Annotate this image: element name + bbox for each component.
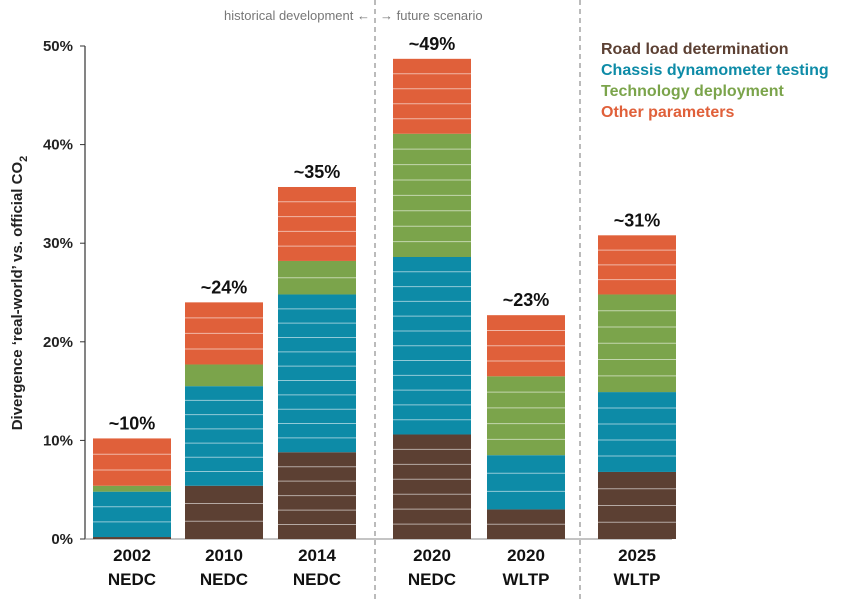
axes-layer: 0% 10% 20% 30% 40% 50% Divergence ‘real-world’…	[9, 0, 672, 600]
bar-segment	[93, 491, 171, 538]
bar-segment	[487, 376, 565, 456]
y-tick-label: 10%	[43, 432, 73, 449]
total-label: ~35%	[294, 162, 341, 182]
total-label: ~23%	[503, 290, 550, 310]
bar-segment	[393, 58, 471, 134]
y-tick-label: 40%	[43, 137, 73, 154]
legend-item: Technology deployment	[601, 83, 785, 100]
legend-item: Chassis dynamometer testing	[601, 62, 829, 79]
total-label: ~24%	[201, 277, 248, 297]
bar-segment	[598, 392, 676, 472]
bar-segment	[185, 364, 263, 387]
total-label: ~10%	[109, 413, 156, 433]
category-cycle-label: NEDC	[408, 570, 456, 589]
bar-segment	[487, 455, 565, 510]
category-year-label: 2025	[618, 546, 656, 565]
category-year-label: 2020	[413, 546, 451, 565]
y-tick-label: 0%	[51, 531, 73, 548]
category-cycle-label: NEDC	[108, 570, 156, 589]
bar-segment	[278, 186, 356, 261]
y-tick-label: 30%	[43, 235, 73, 252]
category-cycle-label: WLTP	[503, 570, 550, 589]
bar-segment	[393, 434, 471, 539]
legend-item: Road load determination	[601, 41, 789, 58]
bar-segment	[93, 438, 171, 486]
legend: Road load determination Chassis dynamomet…	[601, 41, 829, 121]
total-label: ~49%	[409, 34, 456, 54]
bars-layer	[93, 58, 676, 539]
y-axis-title: Divergence ‘real-world’ vs. official CO2	[9, 156, 30, 431]
category-cycle-label: NEDC	[200, 570, 248, 589]
y-tick-label: 20%	[43, 334, 73, 351]
historical-label: historical development ←	[224, 8, 370, 23]
category-year-label: 2014	[298, 546, 336, 565]
category-year-label: 2020	[507, 546, 545, 565]
bar-segment	[185, 485, 263, 539]
bar-segment	[93, 485, 171, 492]
bar-segment	[185, 386, 263, 486]
category-cycle-label: WLTP	[614, 570, 661, 589]
category-cycle-label: NEDC	[293, 570, 341, 589]
future-label: → future scenario	[380, 8, 483, 23]
labels-layer: ~10% 2002 NEDC ~24% 2010 NEDC ~35% 2014 NEDC ~49%…	[108, 34, 661, 589]
total-label: ~31%	[614, 210, 661, 230]
bar-segment	[278, 294, 356, 453]
legend-item: Other parameters	[601, 104, 734, 121]
y-tick-label: 50%	[43, 38, 73, 55]
category-year-label: 2010	[205, 546, 243, 565]
category-year-label: 2002	[113, 546, 151, 565]
bar-segment	[93, 537, 171, 539]
